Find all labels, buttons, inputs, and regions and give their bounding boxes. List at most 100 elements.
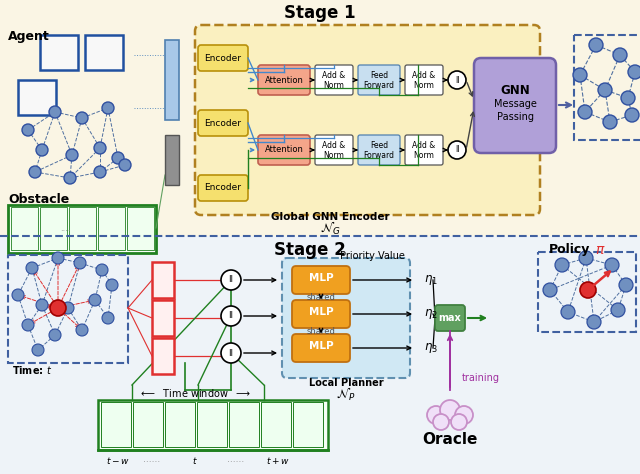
Bar: [152, 300, 174, 336]
Bar: [85, 35, 123, 70]
Text: Feed: Feed: [370, 140, 388, 149]
Circle shape: [64, 172, 76, 184]
Circle shape: [433, 414, 449, 430]
Bar: [40, 35, 78, 70]
Circle shape: [102, 312, 114, 324]
Circle shape: [102, 102, 114, 114]
Circle shape: [455, 406, 473, 424]
Text: MLP: MLP: [308, 341, 333, 351]
Text: Policy: Policy: [549, 244, 591, 256]
Bar: [101, 402, 131, 447]
Circle shape: [49, 329, 61, 341]
Bar: [574, 35, 640, 140]
Text: Attention: Attention: [264, 146, 303, 155]
Text: MLP: MLP: [308, 307, 333, 317]
Circle shape: [613, 48, 627, 62]
Circle shape: [621, 91, 635, 105]
FancyBboxPatch shape: [258, 135, 310, 165]
Circle shape: [448, 71, 466, 89]
FancyBboxPatch shape: [358, 135, 400, 165]
Text: Norm: Norm: [413, 81, 435, 90]
FancyBboxPatch shape: [292, 334, 350, 362]
FancyBboxPatch shape: [195, 25, 540, 215]
Bar: [293, 402, 323, 447]
Circle shape: [76, 112, 88, 124]
Bar: [261, 402, 291, 447]
FancyBboxPatch shape: [292, 266, 350, 294]
Text: Add &: Add &: [323, 71, 346, 80]
Text: shared: shared: [307, 293, 335, 302]
Text: Obstacle: Obstacle: [8, 193, 69, 206]
Circle shape: [221, 306, 241, 326]
Circle shape: [52, 252, 64, 264]
Circle shape: [32, 344, 44, 356]
Text: Add &: Add &: [412, 71, 436, 80]
Bar: [98, 400, 328, 450]
Circle shape: [22, 124, 34, 136]
Circle shape: [112, 152, 124, 164]
Circle shape: [451, 414, 467, 430]
Text: Agent: Agent: [8, 30, 50, 43]
Text: Norm: Norm: [324, 151, 344, 159]
Circle shape: [22, 319, 34, 331]
Circle shape: [62, 302, 74, 314]
Circle shape: [448, 141, 466, 159]
Text: II: II: [455, 146, 460, 155]
Text: Encoder: Encoder: [205, 183, 241, 192]
Circle shape: [96, 264, 108, 276]
Circle shape: [427, 406, 445, 424]
Text: II: II: [228, 275, 234, 284]
FancyBboxPatch shape: [405, 65, 443, 95]
FancyBboxPatch shape: [198, 110, 248, 136]
Text: $\longleftarrow$  Time window  $\longrightarrow$: $\longleftarrow$ Time window $\longright…: [139, 387, 251, 399]
Bar: [18, 80, 56, 115]
Circle shape: [598, 83, 612, 97]
Text: shared: shared: [307, 328, 335, 337]
Bar: [165, 402, 195, 447]
Bar: [0, 236, 640, 474]
Text: ......: ......: [227, 456, 244, 465]
Circle shape: [26, 262, 38, 274]
Text: Local Planner: Local Planner: [308, 378, 383, 388]
Text: $\mathcal{N}_P$: $\mathcal{N}_P$: [337, 385, 356, 402]
Circle shape: [587, 315, 601, 329]
Text: Norm: Norm: [324, 81, 344, 90]
FancyBboxPatch shape: [315, 135, 353, 165]
Text: Encoder: Encoder: [205, 54, 241, 63]
Circle shape: [578, 105, 592, 119]
Text: Priority Value: Priority Value: [340, 251, 405, 261]
Circle shape: [619, 278, 633, 292]
Circle shape: [573, 68, 587, 82]
Circle shape: [579, 251, 593, 265]
Text: ......: ......: [143, 456, 161, 465]
Text: Add &: Add &: [323, 140, 346, 149]
Bar: [8, 255, 128, 363]
FancyBboxPatch shape: [358, 65, 400, 95]
Bar: [0, 0, 640, 236]
Text: Global GNN Encoder: Global GNN Encoder: [271, 212, 389, 222]
Circle shape: [49, 106, 61, 118]
Circle shape: [29, 166, 41, 178]
Circle shape: [36, 144, 48, 156]
Text: Message: Message: [493, 99, 536, 109]
Text: $\pi$: $\pi$: [595, 243, 605, 257]
Circle shape: [74, 257, 86, 269]
Circle shape: [12, 289, 24, 301]
Text: II: II: [228, 348, 234, 357]
Text: Encoder: Encoder: [205, 118, 241, 128]
Text: II: II: [455, 75, 460, 84]
Text: Feed: Feed: [370, 71, 388, 80]
FancyBboxPatch shape: [474, 58, 556, 153]
Text: $\eta_3$: $\eta_3$: [424, 341, 438, 355]
Text: $\eta_1$: $\eta_1$: [424, 273, 438, 287]
Bar: [229, 402, 259, 447]
Text: Forward: Forward: [364, 81, 394, 90]
Text: $\mathcal{N}_G$: $\mathcal{N}_G$: [320, 219, 340, 237]
Text: Stage 1: Stage 1: [284, 4, 356, 22]
Text: $t + w$: $t + w$: [266, 455, 290, 465]
FancyBboxPatch shape: [435, 305, 465, 331]
Text: Add &: Add &: [412, 140, 436, 149]
Circle shape: [94, 142, 106, 154]
Circle shape: [119, 159, 131, 171]
Text: Passing: Passing: [497, 112, 534, 122]
